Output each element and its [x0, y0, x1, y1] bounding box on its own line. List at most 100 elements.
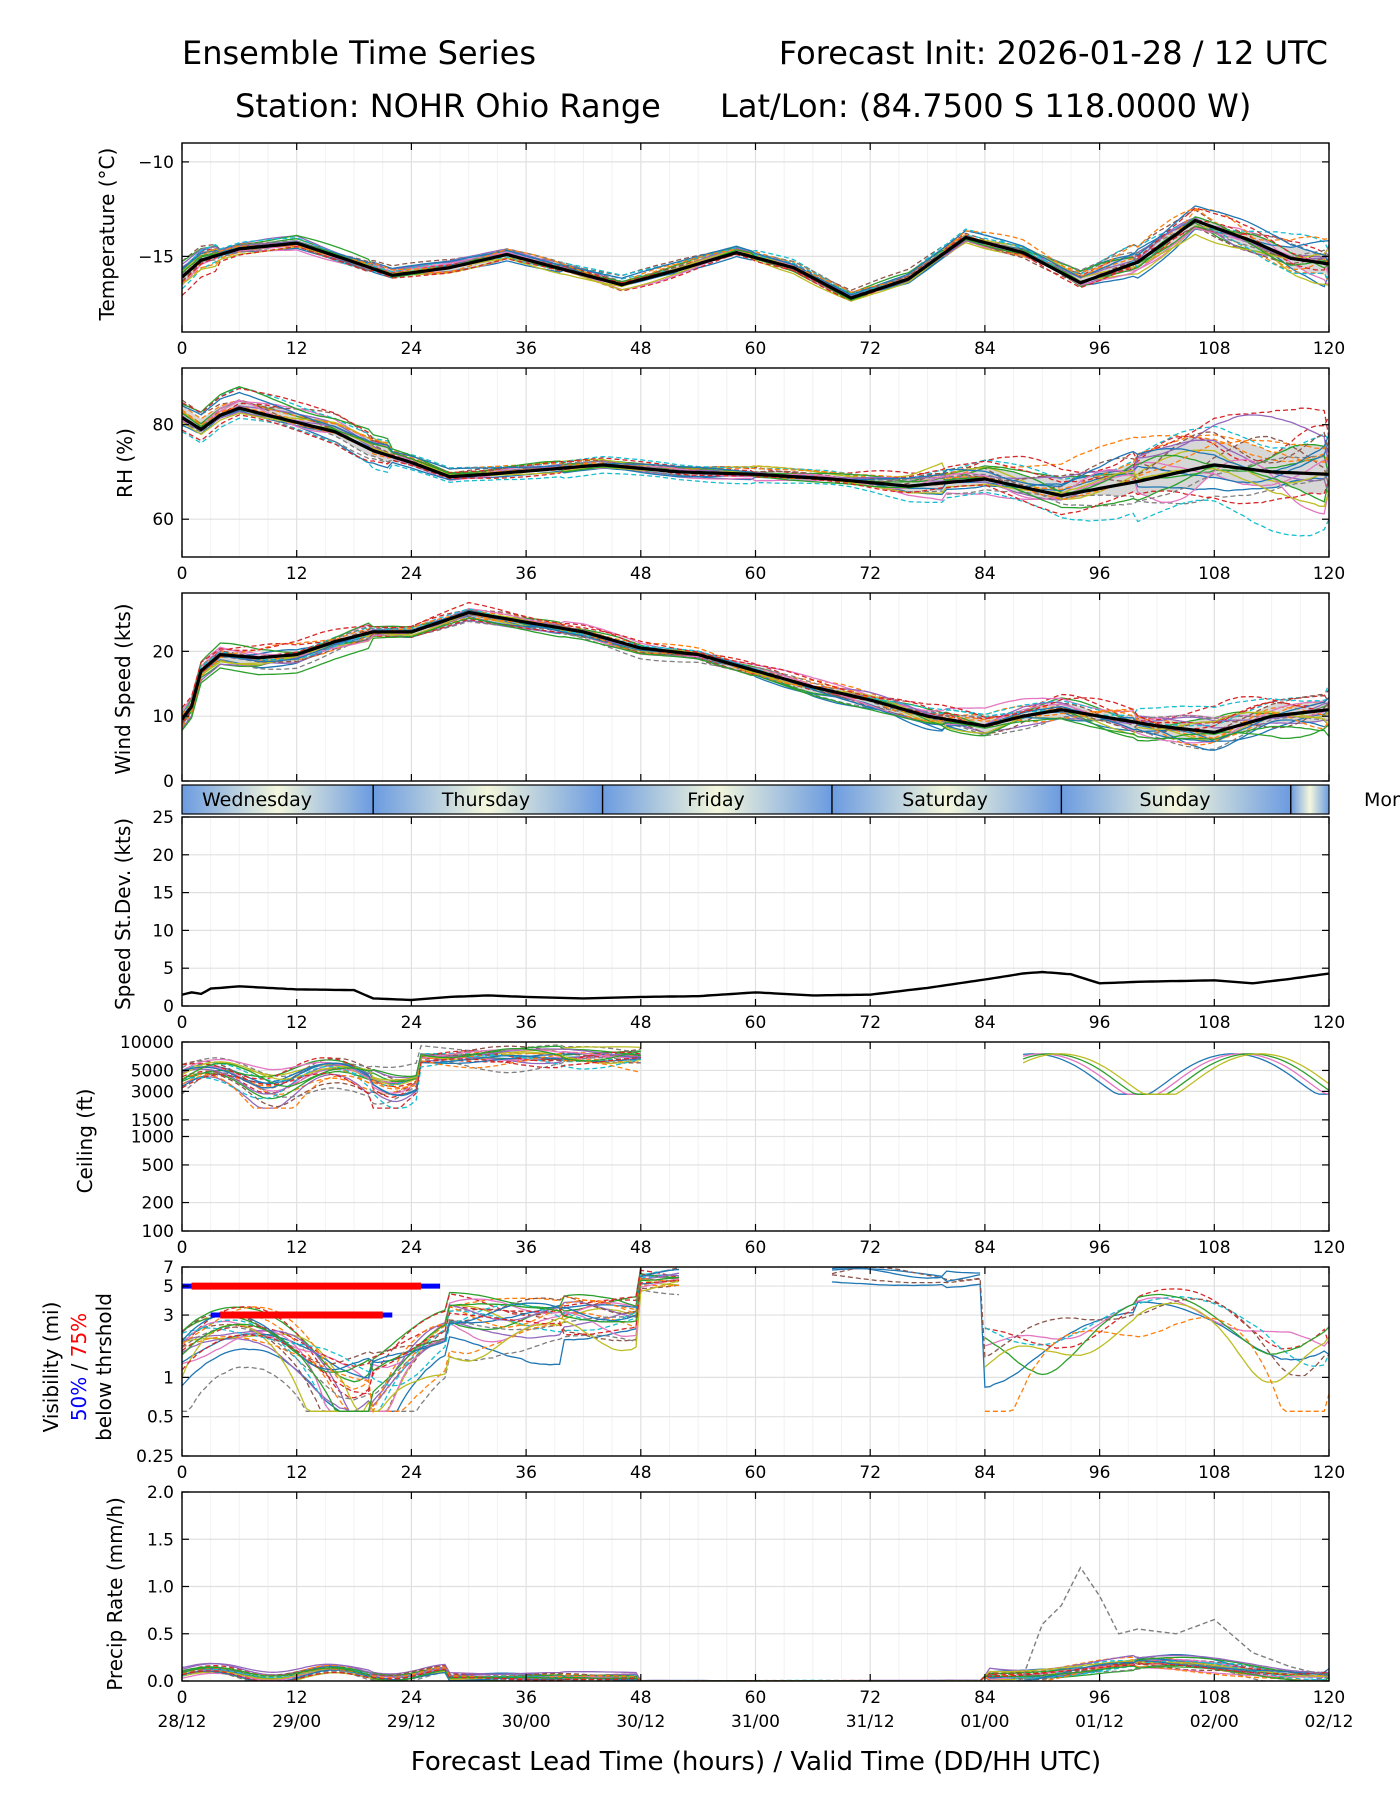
plot-overlay: 60 80 0 12 24 36 48 60 72 84 96 108 120	[152, 367, 1345, 584]
member-line	[984, 1296, 1329, 1367]
member-line	[1023, 1053, 1329, 1095]
member-line	[831, 1267, 1329, 1377]
x-tick-label: 96	[1089, 1238, 1111, 1258]
x-tick-label: 60	[745, 1688, 767, 1708]
valid-time-label: 02/00	[1190, 1712, 1239, 1732]
speed-stdev-ylabel: Speed St.Dev. (kts)	[111, 818, 135, 1010]
member-line	[182, 1279, 680, 1395]
station-name: Station: NOHR Ohio Range	[235, 87, 661, 125]
member-line	[182, 1280, 680, 1412]
panel-1: 60 80 0 12 24 36 48 60 72 84 96 108 120	[152, 367, 1345, 584]
y-tick-label: 20	[152, 846, 174, 866]
member-line	[182, 405, 1329, 483]
y-tick-label: 1.0	[147, 1578, 174, 1598]
valid-time-label: 01/00	[960, 1712, 1009, 1732]
ceiling-ylabel: Ceiling (ft)	[73, 1089, 97, 1194]
plot-overlay: 0.0 0.5 1.0 1.5 2.0 0 28/12 12 29/00 24 29/12 36 30/…	[147, 1483, 1354, 1732]
member-line	[182, 399, 1329, 484]
valid-time-label: 02/12	[1305, 1712, 1354, 1732]
x-tick-label: 108	[1198, 339, 1230, 359]
plot-content	[182, 970, 1329, 1002]
y-tick-label: 1500	[131, 1111, 174, 1131]
y-tick-label: 3000	[131, 1082, 174, 1102]
day-segment	[1290, 785, 1329, 814]
y-tick-label: 10000	[120, 1033, 174, 1053]
spread-band	[182, 216, 1329, 301]
valid-time-label: 31/00	[731, 1712, 780, 1732]
x-tick-label: 36	[515, 1013, 537, 1033]
precip-ylabel: Precip Rate (mm/h)	[103, 1497, 127, 1691]
y-tick-label: 100	[142, 1222, 174, 1242]
x-tick-label: 108	[1198, 1013, 1230, 1033]
x-tick-label: 12	[286, 564, 308, 584]
x-tick-label: 0	[177, 1688, 188, 1708]
x-tick-label: 72	[859, 1013, 881, 1033]
member-line	[182, 1054, 641, 1108]
x-tick-label: 24	[401, 1013, 423, 1033]
x-tick-label: 48	[630, 1463, 652, 1483]
member-line	[1022, 1566, 1329, 1677]
x-tick-label: 96	[1089, 1688, 1111, 1708]
y-tick-label: 1000	[131, 1128, 174, 1148]
member-line	[182, 219, 1329, 295]
member-line	[182, 1267, 642, 1367]
x-tick-label: 72	[859, 564, 881, 584]
y-tick-label: 0.0	[147, 1672, 174, 1692]
panel-0: −15 −10 0 12 24 36 48 60 72 84 96 108 120	[138, 142, 1345, 359]
x-tick-label: 24	[401, 1463, 423, 1483]
plot-overlay: 0 10 20	[152, 592, 1330, 792]
y-tick-label: 20	[152, 642, 174, 662]
day-band: Wednesday Thursday Friday Saturday Sunda…	[181, 784, 1400, 815]
x-tick-label: 36	[515, 1688, 537, 1708]
member-line	[182, 1054, 641, 1109]
plot-content	[182, 386, 1329, 537]
member-line	[182, 414, 1329, 516]
y-tick-label: 500	[142, 1156, 174, 1176]
member-line	[182, 1664, 1329, 1681]
figure-title: Ensemble Time Series	[182, 34, 536, 72]
visibility-pct-label: 50% / 75%	[67, 1313, 91, 1421]
x-tick-label: 0	[177, 1238, 188, 1258]
plot-overlay: −15 −10 0 12 24 36 48 60 72 84 96 108 120	[138, 142, 1345, 359]
member-line	[1022, 1053, 1329, 1095]
x-tick-label: 72	[859, 1238, 881, 1258]
x-tick-label: 84	[974, 1688, 996, 1708]
x-tick-label: 12	[286, 1688, 308, 1708]
x-tick-label: 36	[515, 339, 537, 359]
member-line	[182, 601, 1329, 730]
y-tick-label: 10	[152, 707, 174, 727]
member-line	[1022, 1053, 1329, 1095]
member-line	[831, 1274, 981, 1284]
x-tick-label: 24	[401, 1238, 423, 1258]
x-tick-label: 60	[745, 1013, 767, 1033]
y-tick-label: 1	[163, 1368, 174, 1388]
plot-content	[182, 205, 1329, 302]
wind-speed-ylabel: Wind Speed (kts)	[111, 603, 135, 774]
member-line	[182, 1269, 680, 1399]
x-tick-label: 84	[974, 564, 996, 584]
y-tick-label: −15	[138, 247, 174, 267]
x-axis-label: Forecast Lead Time (hours) / Valid Time …	[411, 1747, 1101, 1777]
member-line	[182, 1048, 641, 1088]
y-tick-label: −10	[138, 153, 174, 173]
plot-content	[182, 1044, 1329, 1109]
y-tick-label: 5	[163, 959, 174, 979]
x-tick-label: 84	[974, 1238, 996, 1258]
x-tick-label: 120	[1313, 1688, 1345, 1708]
member-line	[831, 1267, 981, 1283]
ensemble-mean-line	[182, 406, 1329, 498]
valid-time-label: 28/12	[158, 1712, 207, 1732]
member-line	[182, 1278, 680, 1401]
member-line	[182, 387, 1329, 484]
temperature-ylabel: Temperature (°C)	[95, 148, 119, 322]
x-tick-label: 48	[630, 1238, 652, 1258]
day-band-frame	[181, 784, 1330, 815]
day-segment	[373, 785, 603, 814]
member-line	[182, 1057, 641, 1105]
member-line	[182, 1277, 680, 1414]
member-line	[182, 1278, 680, 1412]
panel-2: 0 10 20	[152, 592, 1330, 792]
y-tick-label: 15	[152, 884, 174, 904]
